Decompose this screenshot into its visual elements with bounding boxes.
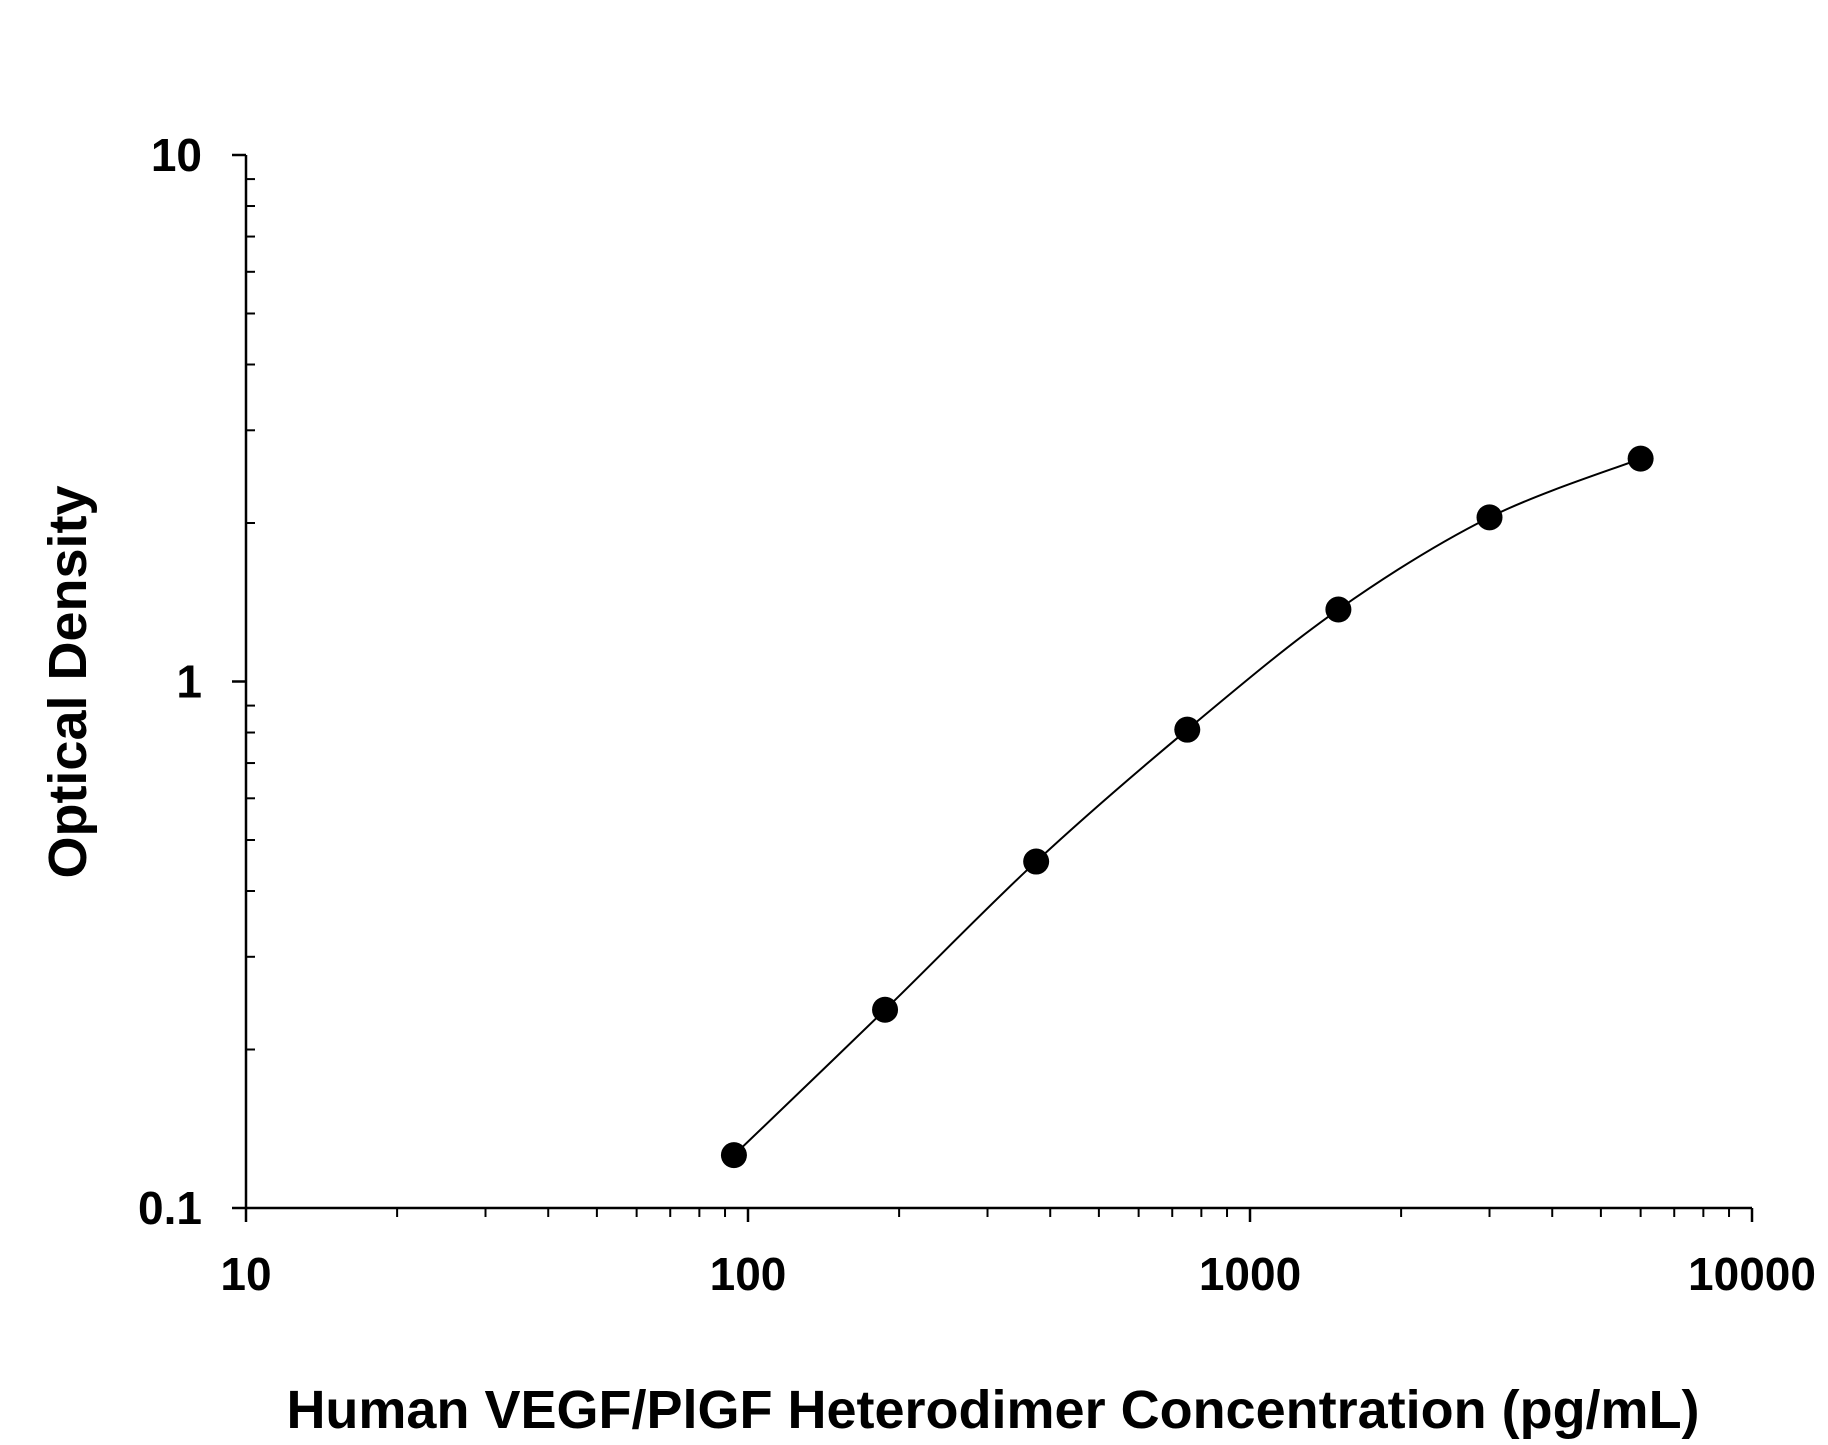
x-axis-title: Human VEGF/PlGF Heterodimer Concentratio… xyxy=(286,1380,1699,1440)
tick-labels: 10 100 1000 10000 0.1 1 10 xyxy=(138,129,1816,1300)
axes xyxy=(244,155,1752,1210)
y-tick-label: 0.1 xyxy=(138,1182,202,1234)
data-point xyxy=(1174,716,1201,743)
axis-ticks xyxy=(232,153,1754,1222)
x-tick-label: 100 xyxy=(710,1248,787,1300)
fit-curve xyxy=(733,457,1641,1156)
data-point xyxy=(1476,504,1503,531)
x-tick-label: 1000 xyxy=(1199,1248,1301,1300)
data-point xyxy=(872,996,899,1023)
x-tick-label: 10000 xyxy=(1688,1248,1816,1300)
data-point xyxy=(1023,848,1050,875)
data-point xyxy=(1325,596,1352,623)
y-tick-label: 10 xyxy=(151,129,202,181)
fit-curve-layer xyxy=(733,457,1641,1156)
y-axis-title: Optical Density xyxy=(38,485,98,878)
x-tick-label: 10 xyxy=(220,1248,271,1300)
data-point xyxy=(1627,445,1654,472)
y-tick-label: 1 xyxy=(176,656,202,708)
data-points-layer xyxy=(720,445,1654,1169)
data-point xyxy=(720,1142,747,1169)
